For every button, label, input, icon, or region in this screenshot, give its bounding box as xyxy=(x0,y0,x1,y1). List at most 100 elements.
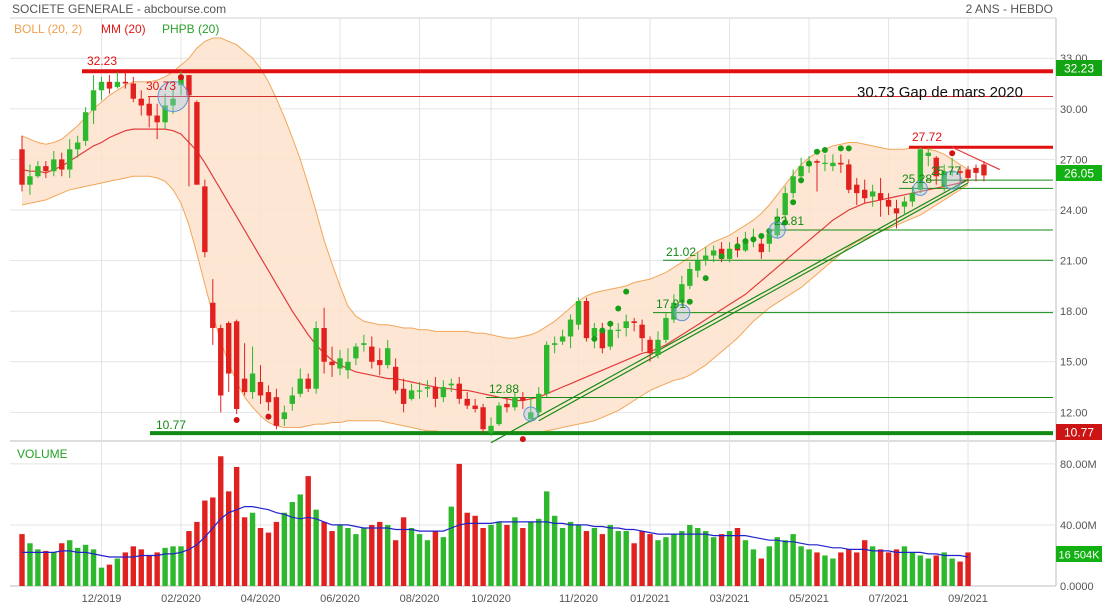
phpb-dot xyxy=(758,233,765,240)
volume-bar xyxy=(353,534,359,586)
candle-body xyxy=(51,159,57,172)
time-tick-label: 11/2020 xyxy=(559,593,598,605)
candle xyxy=(710,245,717,263)
volume-bar xyxy=(750,549,757,586)
phpb-dot xyxy=(949,150,956,157)
candle xyxy=(162,93,168,130)
legend-phpb: PHPB (20) xyxy=(162,22,219,36)
candle xyxy=(289,387,295,411)
badge-high-bg xyxy=(1056,60,1102,76)
volume-bar xyxy=(480,528,486,586)
candle-body xyxy=(623,321,629,329)
volume-bar xyxy=(909,552,916,586)
candle-body xyxy=(782,193,788,216)
candle xyxy=(567,314,574,349)
volume-bar xyxy=(130,546,136,586)
volume-bar xyxy=(289,502,295,586)
volume-bar xyxy=(345,528,351,586)
volume-bar xyxy=(528,521,534,586)
volume-bar xyxy=(758,558,765,586)
phpb-dot xyxy=(790,199,797,206)
badge-last-price: 26.05 xyxy=(1064,167,1094,181)
candle-body xyxy=(551,343,558,345)
candle-body xyxy=(480,407,486,430)
candle xyxy=(385,339,391,369)
phpb-dot xyxy=(615,305,622,312)
candle-body xyxy=(655,339,661,356)
candle xyxy=(631,317,637,332)
highlight-circle xyxy=(523,406,539,422)
time-tick-label: 02/2020 xyxy=(161,593,201,605)
phpb-dot xyxy=(782,219,789,226)
candle xyxy=(583,297,590,342)
candle xyxy=(353,343,359,366)
candle xyxy=(790,169,796,199)
bollinger-upper xyxy=(21,37,969,339)
candle-body xyxy=(146,103,152,116)
volume-bar xyxy=(710,537,717,586)
candle-body xyxy=(703,255,709,261)
candle-body xyxy=(329,361,335,366)
candle-body xyxy=(297,378,303,394)
volume-bar xyxy=(862,540,868,586)
volume-bar xyxy=(337,524,343,586)
candle-body xyxy=(432,387,439,399)
candle xyxy=(35,161,41,178)
candle-body xyxy=(893,208,900,214)
candle xyxy=(202,179,208,258)
candle xyxy=(345,348,351,379)
phpb-dot xyxy=(265,413,272,420)
candle-body xyxy=(814,161,820,163)
candle-body xyxy=(456,383,462,399)
phpb-dot xyxy=(178,74,184,81)
volume-bar xyxy=(43,550,49,586)
candle-body xyxy=(933,157,939,177)
highlight-circles xyxy=(157,81,962,422)
volume-bar xyxy=(369,524,375,586)
candle xyxy=(265,385,272,411)
volume-bar xyxy=(226,491,232,586)
label-2528: 25.28 xyxy=(902,172,932,186)
candle-body xyxy=(520,397,526,401)
candle xyxy=(106,75,113,94)
candle xyxy=(639,319,645,352)
volume-bar xyxy=(591,528,598,586)
candle-body xyxy=(639,324,645,339)
volume-bar xyxy=(901,546,908,586)
candle xyxy=(19,135,25,192)
candle-body xyxy=(822,162,828,164)
candle xyxy=(965,166,971,184)
candle-body xyxy=(854,184,860,194)
highlight-circle xyxy=(912,180,928,196)
candle-body xyxy=(400,388,407,404)
candle-body xyxy=(226,322,232,374)
candlesticks xyxy=(19,71,987,436)
candle xyxy=(249,346,256,399)
volume-bar xyxy=(82,544,89,586)
candle-body xyxy=(583,301,590,339)
volume-bar xyxy=(806,549,812,586)
candle xyxy=(337,349,343,376)
candle xyxy=(464,392,470,409)
candle-body xyxy=(98,81,105,91)
candle-body xyxy=(949,171,955,173)
phpb-dot xyxy=(686,298,693,305)
candle-body xyxy=(973,167,979,173)
volume-bar xyxy=(472,515,478,586)
candle xyxy=(122,71,129,89)
volume-tick-label: 80.00M xyxy=(1060,459,1097,471)
volume-bar xyxy=(941,552,947,586)
volume-bar xyxy=(782,540,788,586)
candle-body xyxy=(877,193,884,200)
volume-bar xyxy=(615,531,621,586)
volume-bar xyxy=(496,521,502,586)
candle-body xyxy=(353,346,359,359)
volume-bar xyxy=(520,528,526,586)
candle-body xyxy=(114,81,121,87)
candle xyxy=(854,177,860,205)
candle-body xyxy=(726,248,733,259)
candle xyxy=(933,156,939,185)
phpb-dot xyxy=(845,145,852,152)
mm20-line xyxy=(21,128,969,402)
candle xyxy=(774,208,780,239)
